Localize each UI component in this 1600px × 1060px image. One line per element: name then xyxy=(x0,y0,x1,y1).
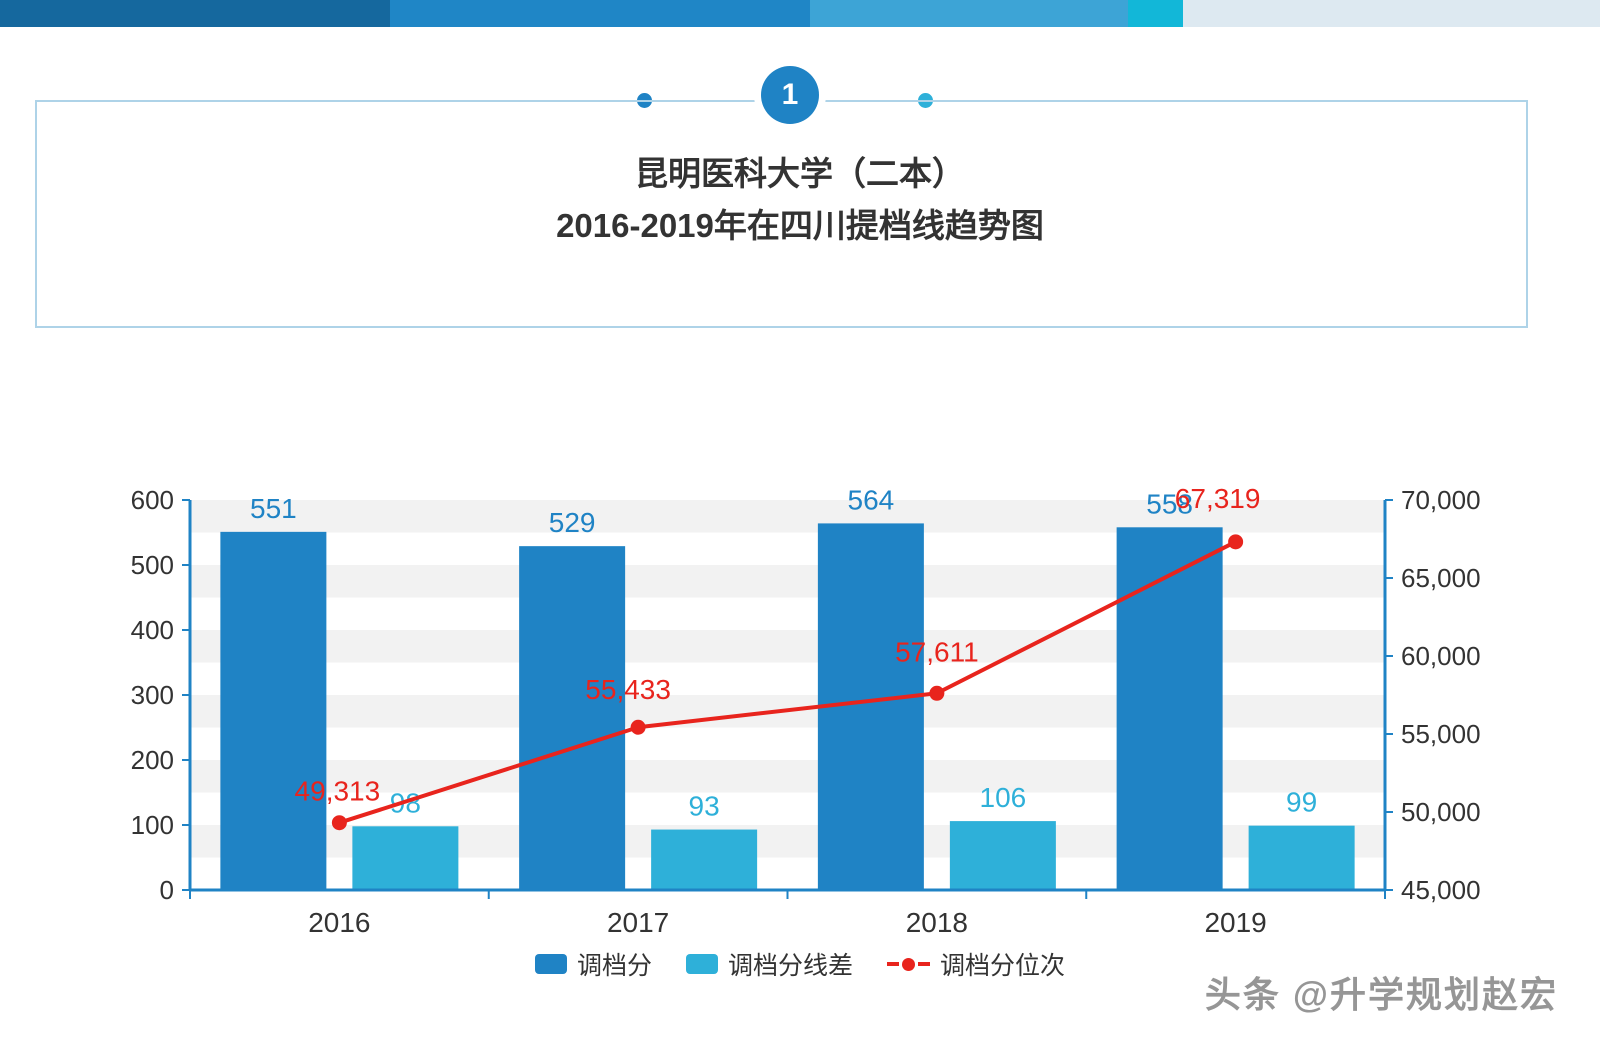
svg-text:551: 551 xyxy=(250,493,297,524)
legend-item-line-rank: 调档分位次 xyxy=(887,946,1065,982)
legend-dot-icon xyxy=(902,957,915,971)
chart-title-line2: 2016-2019年在四川提档线趋势图 xyxy=(556,207,1044,244)
svg-text:93: 93 xyxy=(689,791,720,822)
chart-legend: 调档分 调档分线差 调档分位次 xyxy=(0,946,1600,982)
svg-text:2016: 2016 xyxy=(308,907,370,938)
svg-text:49,313: 49,313 xyxy=(295,776,381,807)
svg-text:564: 564 xyxy=(848,484,895,515)
svg-text:0: 0 xyxy=(160,875,174,905)
svg-text:300: 300 xyxy=(131,680,174,710)
legend-item-bar-diff: 调档分线差 xyxy=(685,946,853,982)
header-strip-segment-3 xyxy=(1128,0,1183,27)
bar-series-1: 98 93 106 99 xyxy=(352,782,1355,890)
svg-text:100: 100 xyxy=(131,810,174,840)
axes: 0 100 200 300 400 500 600 45,000 50,000 55,000 60,… xyxy=(131,485,1481,938)
svg-text:50,000: 50,000 xyxy=(1401,797,1481,827)
svg-text:70,000: 70,000 xyxy=(1401,485,1481,515)
legend-line-marker xyxy=(887,957,930,971)
svg-text:600: 600 xyxy=(131,485,174,515)
line-series-rank: 49,313 55,433 57,611 67,319 xyxy=(295,483,1261,831)
legend-dash-icon xyxy=(918,962,930,966)
svg-text:106: 106 xyxy=(980,782,1027,813)
svg-text:558: 558 xyxy=(1146,488,1193,519)
bar-series-0: 551 529 564 558 xyxy=(220,484,1223,890)
svg-text:500: 500 xyxy=(131,550,174,580)
svg-text:2018: 2018 xyxy=(906,907,968,938)
legend-dash-icon xyxy=(887,962,899,966)
header-strip-segment-1 xyxy=(390,0,810,27)
svg-text:2019: 2019 xyxy=(1204,907,1266,938)
chart-title-line1: 昆明医科大学（二本） xyxy=(635,155,965,192)
header-strip-segment-2 xyxy=(810,0,1128,27)
svg-text:99: 99 xyxy=(1286,787,1317,818)
header-strip-segment-4 xyxy=(1183,0,1600,27)
svg-text:55,000: 55,000 xyxy=(1401,719,1481,749)
svg-text:400: 400 xyxy=(131,615,174,645)
section-number-badge: 1 xyxy=(761,66,819,124)
svg-text:60,000: 60,000 xyxy=(1401,641,1481,671)
legend-label: 调档分线差 xyxy=(727,952,853,980)
legend-label: 调档分 xyxy=(576,952,652,980)
legend-swatch-bar-diff xyxy=(685,954,718,974)
svg-text:67,319: 67,319 xyxy=(1175,483,1261,514)
legend-item-bar-score: 调档分 xyxy=(534,946,652,982)
svg-text:65,000: 65,000 xyxy=(1401,563,1481,593)
header-strip xyxy=(0,0,1600,27)
svg-text:57,611: 57,611 xyxy=(895,636,979,667)
legend-label: 调档分位次 xyxy=(940,952,1066,980)
svg-text:45,000: 45,000 xyxy=(1401,875,1481,905)
watermark-text: 头条 @升学规划赵宏 xyxy=(1204,974,1558,1015)
chart-title: 昆明医科大学（二本） 2016-2019年在四川提档线趋势图 xyxy=(0,148,1600,252)
svg-text:200: 200 xyxy=(131,745,174,775)
svg-text:2017: 2017 xyxy=(607,907,669,938)
header-strip-segment-0 xyxy=(0,0,390,27)
legend-swatch-bar-score xyxy=(534,954,567,974)
svg-text:55,433: 55,433 xyxy=(585,674,671,705)
svg-text:529: 529 xyxy=(549,507,596,538)
